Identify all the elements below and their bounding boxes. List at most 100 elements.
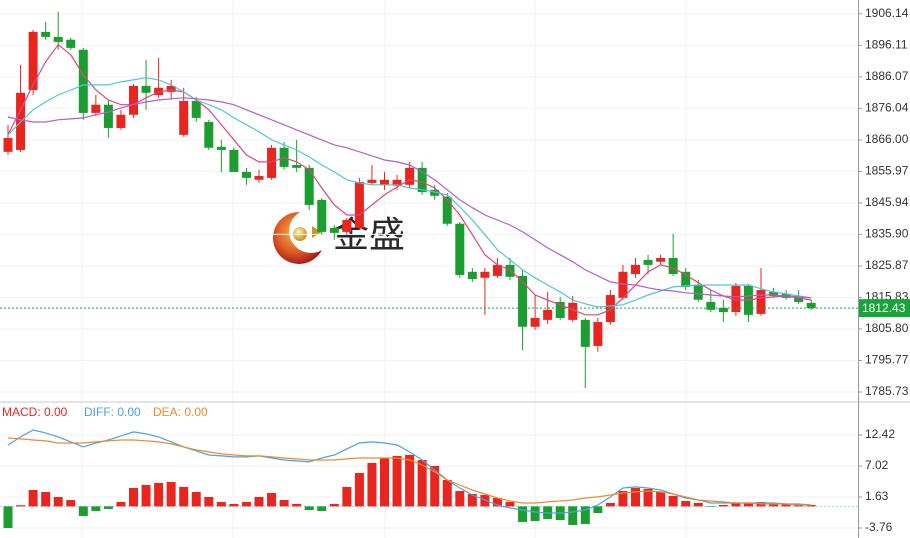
last-price-box: [859, 299, 910, 318]
candle-body: [216, 146, 226, 150]
candle-body: [618, 271, 628, 298]
candle-body: [505, 264, 515, 277]
candle-body: [769, 291, 779, 296]
macd-bar: [568, 506, 578, 526]
macd-bar: [392, 455, 402, 507]
y-tick-label: 1805.80: [865, 321, 909, 335]
y-tick-label: 12.42: [865, 427, 895, 441]
y-tick-label: 1866.00: [865, 132, 909, 146]
macd-bar: [116, 501, 126, 507]
macd-bar: [769, 502, 779, 507]
candle-body: [731, 285, 741, 313]
macd-bar: [53, 497, 63, 507]
y-tick-label: 1785.73: [865, 384, 909, 398]
macd-bar: [430, 465, 440, 507]
macd-bar: [279, 499, 289, 507]
macd-bar: [241, 501, 251, 507]
macd-bar: [380, 457, 389, 507]
y-tick-label: 1825.87: [865, 258, 909, 272]
candle-body: [367, 179, 377, 183]
macd-bar: [794, 504, 804, 507]
y-tick-label: 1835.90: [865, 227, 909, 241]
candle-body: [794, 295, 804, 302]
macd-bar: [254, 497, 264, 507]
y-tick-label: 1845.94: [865, 195, 909, 209]
candle-body: [103, 104, 113, 128]
macd-bar: [467, 493, 477, 507]
macd-bar: [706, 506, 716, 507]
candle-body: [292, 165, 302, 168]
candle-body: [53, 36, 63, 42]
candle-body: [656, 257, 666, 262]
candle-body: [555, 301, 565, 318]
candle-body: [455, 223, 465, 275]
candle-body: [756, 290, 766, 314]
y-tick-label: 7.02: [865, 458, 889, 472]
candle-body: [241, 171, 251, 178]
candle-body: [405, 167, 415, 185]
candle-body: [141, 85, 151, 93]
candle-body: [3, 138, 13, 152]
candle-body: [166, 85, 176, 92]
candle-body: [568, 302, 578, 320]
macd-bar: [78, 506, 88, 516]
legend-label: MACD: 0.00: [2, 405, 68, 419]
candle-body: [129, 85, 138, 115]
candle-body: [681, 271, 691, 287]
candle-body: [254, 176, 264, 180]
macd-bar: [66, 500, 76, 507]
watermark-logo: [272, 211, 322, 264]
legend-label: DIFF: 0.00: [84, 405, 141, 419]
candle-body: [417, 167, 427, 193]
macd-bar: [492, 497, 502, 507]
macd-bar: [154, 482, 164, 507]
candle-body: [668, 257, 678, 275]
candle-body: [354, 181, 364, 228]
macd-bar: [442, 479, 452, 507]
candle-body: [631, 264, 640, 275]
candle-body: [605, 295, 615, 323]
y-tick-label: 1896.11: [865, 38, 908, 52]
macd-bar: [480, 494, 490, 507]
watermark-logo-mark: [312, 226, 322, 238]
macd-bar: [28, 489, 38, 507]
macd-bar: [806, 504, 816, 507]
macd-bar: [304, 506, 314, 510]
series-line: [7, 437, 812, 506]
candle-body: [66, 39, 76, 48]
candle-body: [430, 189, 440, 196]
candle-body: [518, 275, 528, 327]
macd-bar: [141, 484, 151, 507]
candle-body: [580, 319, 590, 347]
macd-bar: [166, 481, 176, 507]
last-price-label: 1812.43: [862, 301, 906, 315]
candle-body: [267, 147, 277, 178]
candle-body: [41, 31, 51, 37]
candle-body: [78, 49, 88, 113]
candle-body: [392, 179, 402, 186]
series-line: [7, 77, 812, 308]
candle-body: [593, 322, 603, 346]
candle-body: [317, 199, 327, 232]
candle-body: [718, 307, 728, 313]
macd-bar: [342, 486, 352, 507]
macd-bar: [417, 459, 427, 507]
candle-body: [380, 179, 389, 185]
macd-bar: [731, 502, 741, 507]
macd-bar: [580, 506, 590, 524]
macd-bar: [103, 506, 113, 509]
candle-body: [643, 259, 653, 265]
y-tick-label: 1795.77: [865, 353, 909, 367]
candle-body: [342, 219, 352, 232]
candle-body: [91, 104, 101, 113]
candle-body: [304, 167, 314, 205]
macd-bar: [267, 492, 277, 507]
macd-bar: [354, 472, 364, 507]
macd-bar: [693, 502, 703, 507]
candle-body: [806, 302, 816, 309]
candle-body: [442, 196, 452, 224]
macd-bar: [41, 492, 51, 507]
y-tick-label: 1886.07: [865, 69, 909, 83]
candle-body: [492, 264, 502, 276]
